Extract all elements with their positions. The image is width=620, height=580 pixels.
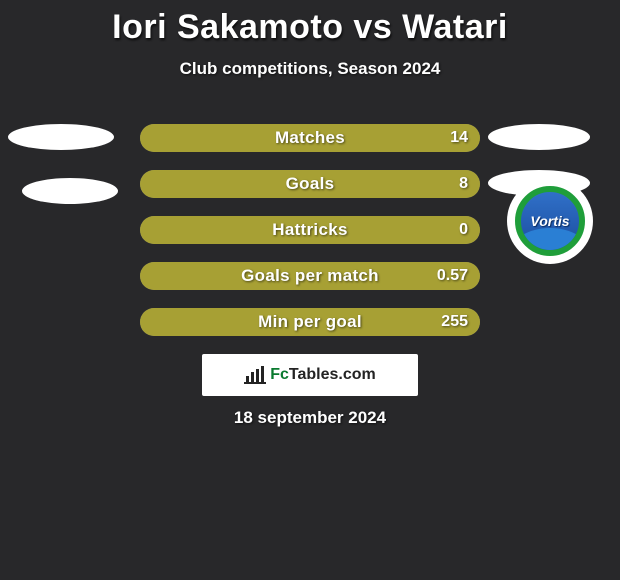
update-date: 18 september 2024 [0,408,620,428]
stat-bar-label: Hattricks [140,220,480,240]
stat-bar-label: Min per goal [140,312,480,332]
stat-bar: Matches14 [140,124,480,152]
stat-bar-value: 8 [459,175,468,193]
stat-bar-value: 255 [441,313,468,331]
right-player-shadow-1 [488,124,590,150]
footer-logo-suffix: Tables.com [289,366,376,383]
page-title: Iori Sakamoto vs Watari [0,0,620,47]
stat-bar: Hattricks0 [140,216,480,244]
stat-bar: Goals8 [140,170,480,198]
club-badge-text: Vortis [530,213,569,229]
stats-bars: Matches14 Goals8 Hattricks0 Goals per match… [140,124,480,354]
stat-bar-label: Goals [140,174,480,194]
footer-logo: FcTables.com [202,354,418,396]
stat-bar-value: 0.57 [437,267,468,285]
stat-bar: Min per goal255 [140,308,480,336]
club-badge: Vortis [507,178,593,264]
footer-logo-text: FcTables.com [270,366,376,384]
page-subtitle: Club competitions, Season 2024 [0,59,620,79]
stat-bar-label: Goals per match [140,266,480,286]
footer-logo-prefix: Fc [270,366,289,383]
stat-bar: Goals per match0.57 [140,262,480,290]
club-badge-inner: Vortis [515,186,585,256]
bar-chart-icon [244,366,266,384]
left-player-shadow-1 [8,124,114,150]
left-player-shadow-2 [22,178,118,204]
stat-bar-label: Matches [140,128,480,148]
stat-bar-value: 0 [459,221,468,239]
stat-bar-value: 14 [450,129,468,147]
